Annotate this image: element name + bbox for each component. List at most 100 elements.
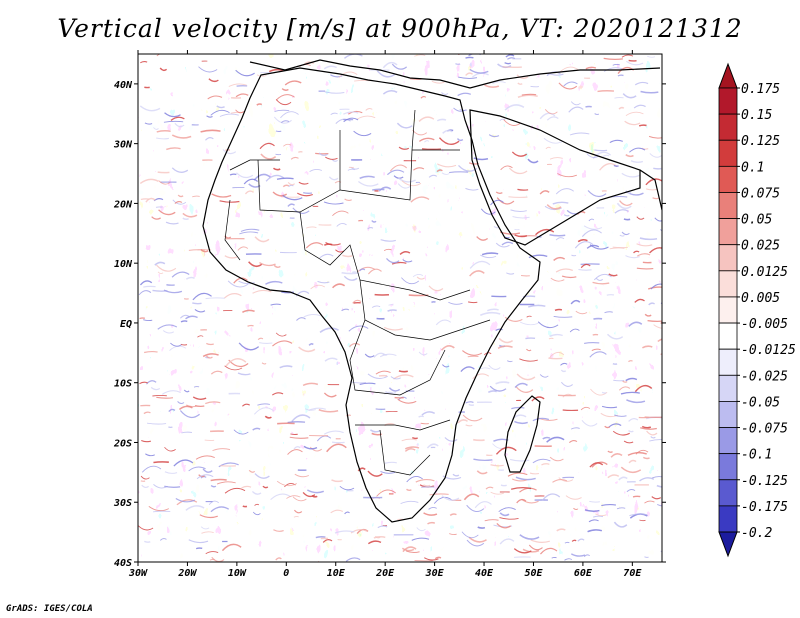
ascent-contour <box>259 262 276 267</box>
descent-contour <box>473 458 493 462</box>
descent-contour <box>626 60 644 66</box>
descent-contour <box>500 484 507 487</box>
ascent-contour <box>434 556 442 560</box>
ascent-contour <box>293 509 303 514</box>
descent-contour <box>465 187 479 191</box>
ascent-contour <box>259 142 275 150</box>
ascent-contour <box>159 67 168 72</box>
ascent-contour <box>418 137 435 142</box>
descent-contour <box>193 386 200 388</box>
ascent-contour <box>224 365 243 371</box>
descent-contour <box>441 172 450 175</box>
colorbar-swatch <box>718 165 738 193</box>
descent-contour <box>633 104 646 109</box>
descent-contour <box>170 342 182 347</box>
descent-contour <box>318 152 328 156</box>
descent-contour <box>153 510 171 513</box>
ascent-contour <box>623 440 634 444</box>
colorbar: 0.175 0.15 0.125 0.1 0.075 0.05 0.025 0.0125 0.0… <box>718 62 796 558</box>
ascent-contour <box>235 109 245 114</box>
descent-contour <box>560 362 568 366</box>
descent-contour <box>613 164 619 167</box>
descent-contour <box>376 70 396 78</box>
descent-contour <box>608 423 622 428</box>
ascent-contour <box>195 455 215 460</box>
descent-contour <box>303 445 318 450</box>
ascent-contour <box>223 293 242 299</box>
descent-contour <box>487 390 497 394</box>
descent-contour <box>172 199 187 205</box>
ascent-contour <box>580 406 591 411</box>
descent-contour <box>441 495 460 501</box>
descent-contour <box>265 280 283 285</box>
descent-contour <box>281 291 294 294</box>
ascent-contour <box>635 449 649 455</box>
ascent-contour <box>208 78 219 83</box>
descent-contour <box>499 512 510 517</box>
descent-contour <box>380 471 396 474</box>
ascent-contour <box>620 466 642 474</box>
ascent-contour <box>405 550 420 553</box>
ascent-contour <box>618 106 625 110</box>
ascent-contour <box>275 332 287 337</box>
descent-contour <box>273 116 292 124</box>
colorbar-label: 0.1 <box>741 160 764 175</box>
ascent-contour <box>406 488 412 492</box>
descent-contour <box>319 253 334 259</box>
ascent-contour <box>644 313 652 317</box>
descent-contour <box>519 534 540 540</box>
ascent-contour <box>649 247 662 254</box>
descent-contour <box>527 304 546 308</box>
ascent-contour <box>541 463 550 466</box>
ascent-contour <box>225 358 247 367</box>
ascent-contour <box>257 337 264 341</box>
y-tick-label: 30N <box>113 140 133 151</box>
descent-contour <box>210 484 217 488</box>
descent-contour <box>401 277 420 285</box>
descent-contour <box>592 515 604 518</box>
descent-contour <box>542 436 551 440</box>
ascent-contour <box>272 167 281 171</box>
ascent-contour <box>242 403 250 407</box>
ascent-contour <box>610 453 623 458</box>
descent-contour <box>216 105 225 109</box>
ascent-contour <box>449 533 457 535</box>
descent-contour <box>580 263 600 266</box>
y-tick-label: EQ <box>120 319 132 330</box>
descent-contour <box>490 199 504 206</box>
ascent-contour <box>517 188 529 191</box>
colorbar-label: 0.175 <box>741 82 780 97</box>
ascent-contour <box>558 82 578 90</box>
descent-contour <box>384 461 397 464</box>
descent-contour <box>179 410 201 419</box>
descent-contour <box>341 308 350 312</box>
descent-contour <box>587 529 603 533</box>
ascent-contour <box>401 180 422 187</box>
y-tick-label: 20S <box>113 438 132 449</box>
ascent-contour <box>205 551 219 555</box>
descent-contour <box>163 120 184 123</box>
colorbar-swatch <box>718 479 738 507</box>
ascent-contour <box>157 171 170 174</box>
ascent-contour <box>515 385 534 393</box>
ascent-contour <box>504 316 523 322</box>
ascent-contour <box>577 238 588 243</box>
descent-contour <box>647 55 656 58</box>
x-tick-label: 30W <box>128 568 148 579</box>
ascent-contour <box>164 446 176 452</box>
descent-contour <box>280 120 290 123</box>
descent-contour <box>436 118 447 122</box>
descent-contour <box>282 195 303 201</box>
ascent-contour <box>612 246 628 249</box>
descent-contour <box>192 302 202 305</box>
descent-contour <box>570 299 581 305</box>
ascent-contour <box>585 66 597 70</box>
ascent-contour <box>383 248 392 251</box>
ascent-contour <box>410 196 430 203</box>
ascent-contour <box>275 557 282 561</box>
descent-contour <box>449 171 469 174</box>
descent-contour <box>507 360 513 363</box>
descent-contour <box>386 258 400 264</box>
ascent-contour <box>178 405 193 410</box>
